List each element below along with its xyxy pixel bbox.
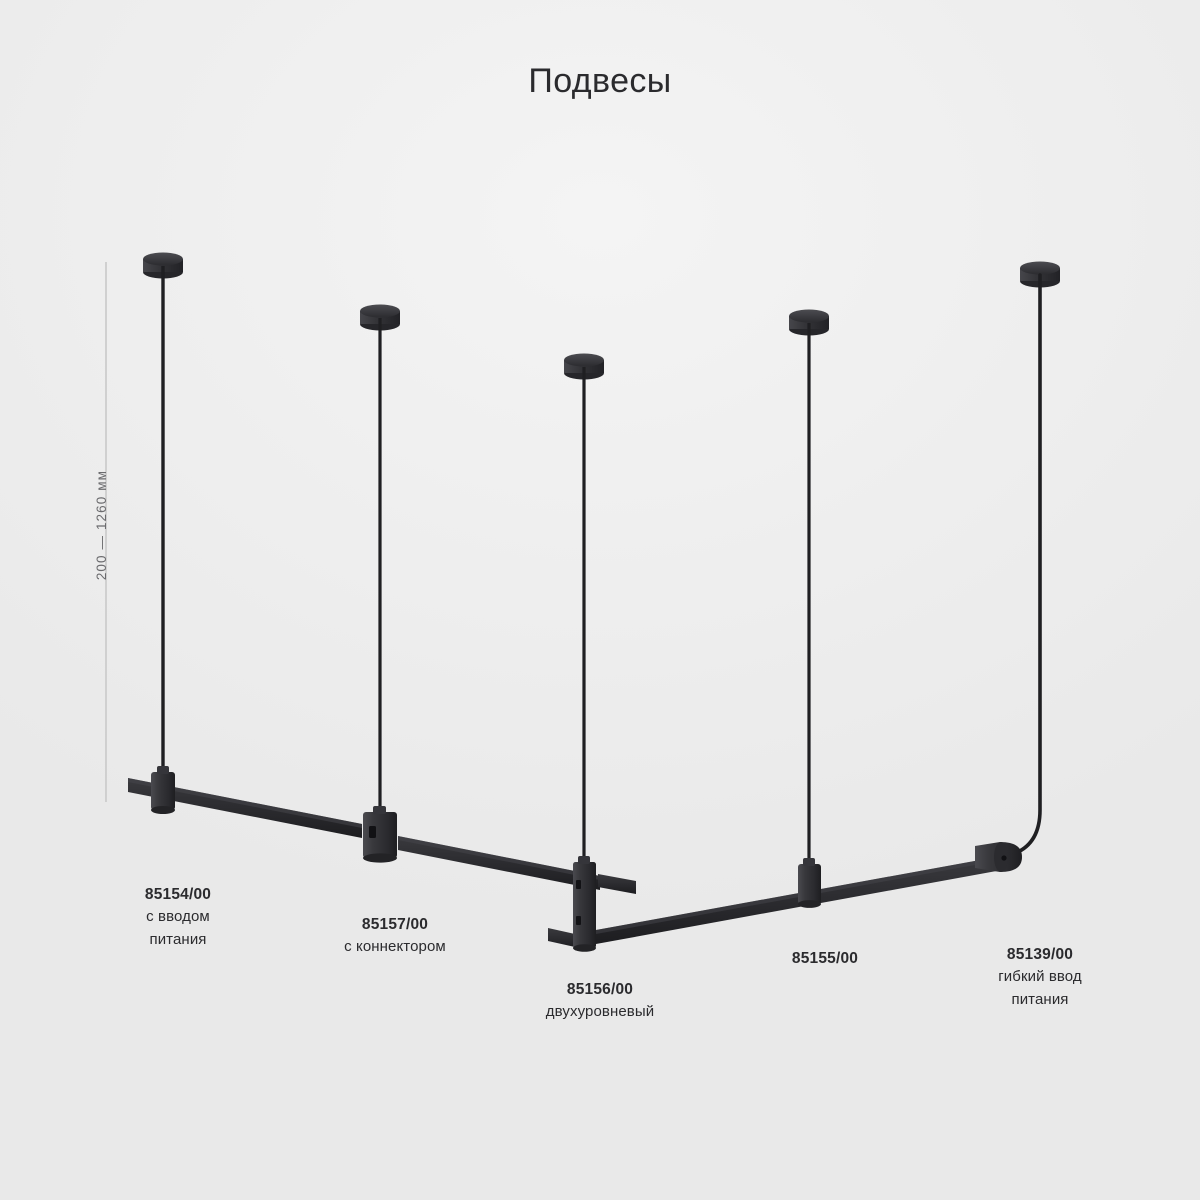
ceiling-mount-1	[143, 252, 183, 279]
product-desc-line1: с вводом	[146, 908, 210, 926]
page-title: Подвесы	[528, 62, 672, 100]
product-code: 85139/00	[1006, 946, 1074, 963]
product-desc-line2: питания	[149, 931, 207, 949]
callout-85156-00: 85156/00 двухуровневый	[500, 979, 700, 1023]
pendant-85156-00[interactable]	[564, 353, 604, 952]
pendant-85154-00[interactable]	[143, 252, 183, 815]
connector-body-2	[363, 806, 397, 863]
track-adapter-1	[151, 766, 175, 814]
product-desc-line1: с коннектором	[344, 938, 446, 956]
callout-85157-00: 85157/00 с коннектором	[285, 914, 505, 958]
pendant-85139-00[interactable]	[975, 261, 1060, 873]
track-segment-left	[128, 778, 362, 838]
callout-85154-00: 85154/00 с вводом питания	[78, 884, 278, 951]
product-code: 85154/00	[144, 886, 212, 903]
track-segment-middle	[398, 836, 600, 890]
callout-85139-00: 85139/00 гибкий ввод питания	[945, 944, 1135, 1011]
pendant-85155-00[interactable]	[789, 309, 829, 908]
dimension-label: 200 — 1260 мм	[94, 470, 109, 581]
product-code: 85156/00	[566, 981, 634, 998]
track-stub-upper-right	[598, 874, 636, 894]
product-code: 85155/00	[791, 950, 859, 967]
product-desc-line1: гибкий ввод	[998, 968, 1082, 986]
product-code: 85157/00	[361, 916, 429, 933]
ceiling-mount-3	[564, 353, 604, 380]
two-level-body-3	[573, 856, 596, 952]
pendant-85157-00[interactable]	[360, 304, 400, 863]
power-feed-cap-5	[975, 842, 1022, 872]
product-desc-line2: питания	[1011, 991, 1069, 1009]
ceiling-mount-4	[789, 309, 829, 336]
product-desc-line1: двухуровневый	[545, 1003, 655, 1021]
flexible-cable-5	[998, 273, 1042, 859]
track-adapter-4	[798, 858, 821, 908]
callout-85155-00: 85155/00	[730, 948, 920, 969]
